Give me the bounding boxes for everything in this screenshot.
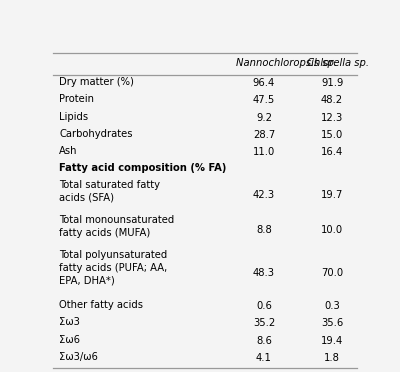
Text: 15.0: 15.0 (321, 130, 343, 140)
Text: Protein: Protein (59, 94, 94, 105)
Text: Dry matter (%): Dry matter (%) (59, 77, 134, 87)
Text: 19.7: 19.7 (321, 190, 343, 200)
Text: 48.3: 48.3 (253, 267, 275, 278)
Text: 47.5: 47.5 (253, 96, 275, 106)
Text: Ash: Ash (59, 146, 78, 156)
Text: 8.6: 8.6 (256, 336, 272, 346)
Text: Lipids: Lipids (59, 112, 88, 122)
Text: 35.6: 35.6 (321, 318, 343, 328)
Text: Fatty acid composition (% FA): Fatty acid composition (% FA) (59, 163, 227, 173)
Text: Chlorella sp.: Chlorella sp. (307, 58, 369, 68)
Text: 70.0: 70.0 (321, 267, 343, 278)
Text: Σω3/ω6: Σω3/ω6 (59, 352, 98, 362)
Text: 11.0: 11.0 (253, 147, 275, 157)
Text: 10.0: 10.0 (321, 225, 343, 235)
Text: Σω3: Σω3 (59, 317, 80, 327)
Text: 4.1: 4.1 (256, 353, 272, 363)
Text: 96.4: 96.4 (253, 78, 275, 88)
Text: 16.4: 16.4 (321, 147, 343, 157)
Text: Total saturated fatty
acids (SFA): Total saturated fatty acids (SFA) (59, 180, 160, 203)
Text: Nannochloropsis sp.: Nannochloropsis sp. (236, 58, 337, 68)
Text: Other fatty acids: Other fatty acids (59, 300, 143, 310)
Text: 8.8: 8.8 (256, 225, 272, 235)
Text: Total monounsaturated
fatty acids (MUFA): Total monounsaturated fatty acids (MUFA) (59, 215, 174, 238)
Text: 42.3: 42.3 (253, 190, 275, 200)
Text: Carbohydrates: Carbohydrates (59, 129, 133, 139)
Text: 48.2: 48.2 (321, 96, 343, 106)
Text: 0.3: 0.3 (324, 301, 340, 311)
Text: 19.4: 19.4 (321, 336, 343, 346)
Text: 12.3: 12.3 (321, 113, 343, 123)
Text: 1.8: 1.8 (324, 353, 340, 363)
Text: 28.7: 28.7 (253, 130, 275, 140)
Text: 9.2: 9.2 (256, 113, 272, 123)
Text: Σω6: Σω6 (59, 334, 80, 344)
Text: 91.9: 91.9 (321, 78, 343, 88)
Text: 0.6: 0.6 (256, 301, 272, 311)
Text: Total polyunsaturated
fatty acids (PUFA; AA,
EPA, DHA*): Total polyunsaturated fatty acids (PUFA;… (59, 250, 168, 285)
Text: 35.2: 35.2 (253, 318, 275, 328)
